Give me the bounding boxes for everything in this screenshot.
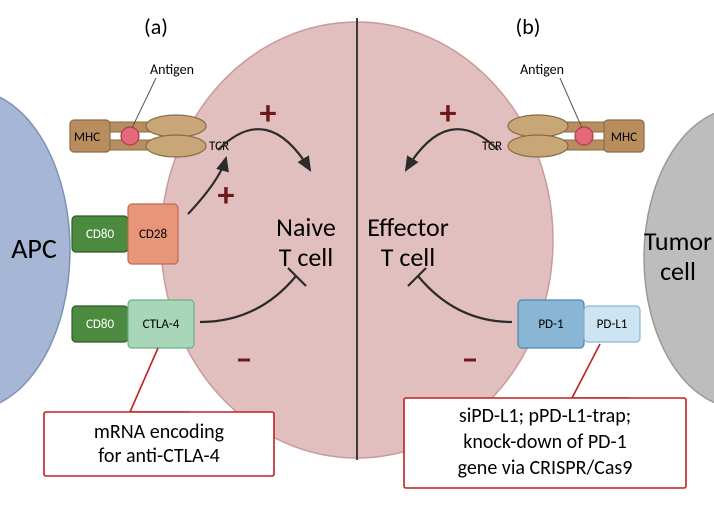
diagram-canvas: APC Tumorcell MHC TCR Antigen MHC TCR Antigen CD… (0, 0, 714, 508)
tcr-top-left (146, 115, 206, 137)
cd80-ctla4-label: CD80 (86, 317, 115, 332)
tcr-top-right (508, 115, 568, 137)
callout-right-line3: gene via CRISPR/Cas9 (458, 456, 633, 480)
plus-left-top: + (260, 93, 277, 134)
mhc-label-right: MHC (611, 130, 637, 145)
tcr-bot-right (508, 135, 568, 157)
cd28-label: CD28 (139, 227, 168, 242)
antigen-right (575, 127, 593, 145)
minus-right: – (462, 339, 479, 380)
callout-right-line2: knock-down of PD-1 (463, 430, 626, 454)
mhc-label-left: MHC (74, 130, 100, 145)
callout-left-line1: mRNA encoding (94, 420, 225, 444)
antigen-label-right: Antigen (520, 61, 564, 78)
naive-label-1: Naive (276, 211, 336, 243)
tumor-label-2: cell (660, 255, 696, 287)
pdl1-label: PD-L1 (597, 317, 628, 332)
effector-label-1: Effector (367, 211, 449, 243)
ctla4-label: CTLA-4 (143, 317, 180, 332)
antigen-label-left: Antigen (150, 61, 194, 78)
plus-left-cd28: + (218, 175, 235, 216)
tcr-label-right: TCR (482, 139, 502, 154)
apc-label: APC (11, 231, 57, 266)
naive-label-2: T cell (279, 241, 333, 273)
panel-a-label: (a) (144, 13, 168, 40)
callout-left-line2: for anti-CTLA-4 (98, 444, 220, 468)
tcr-label-left: TCR (209, 139, 229, 154)
callout-leader-left (130, 348, 190, 412)
plus-right-top: + (440, 93, 457, 134)
pd1-label: PD-1 (538, 317, 563, 332)
tumor-label-1: Tumor (644, 225, 712, 257)
tcr-bot-left (146, 135, 206, 157)
effector-label-2: T cell (381, 241, 435, 273)
callout-leader-right (572, 344, 630, 398)
minus-left: – (236, 339, 253, 380)
antigen-left (121, 127, 139, 145)
callout-right-line1: siPD-L1; pPD-L1-trap; (459, 404, 631, 428)
panel-b-label: (b) (516, 13, 541, 40)
cd80-costim-label: CD80 (86, 227, 115, 242)
